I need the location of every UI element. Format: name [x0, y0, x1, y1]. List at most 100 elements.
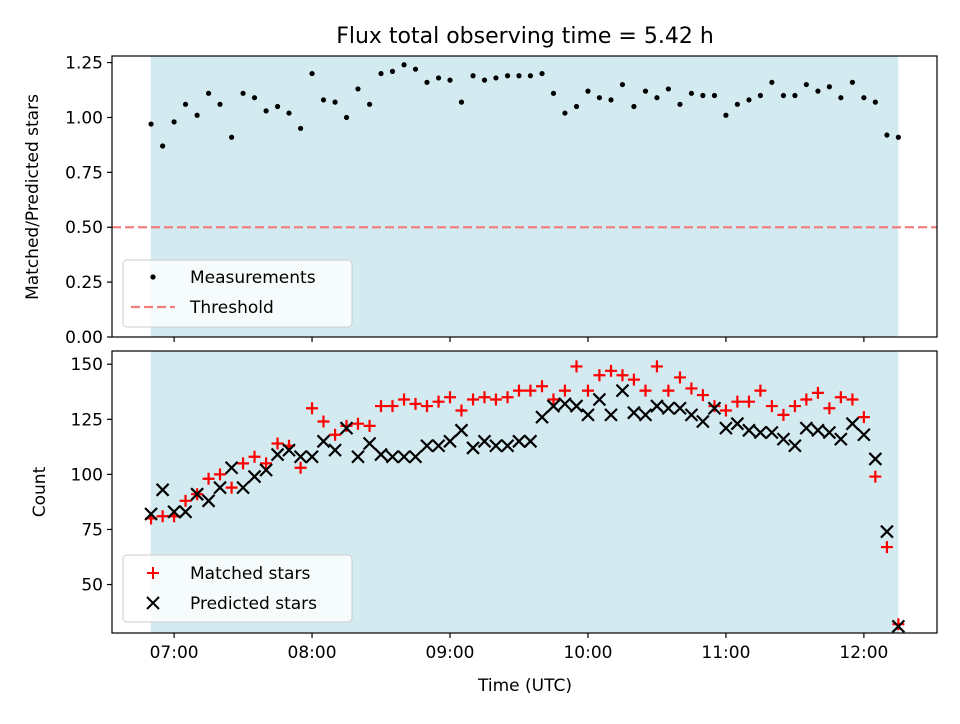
top-y-axis-label: Matched/Predicted stars [23, 94, 43, 300]
predicted-star-point [880, 524, 894, 539]
measurement-point [884, 132, 890, 138]
matched-star-point [444, 391, 457, 404]
predicted-star-point [788, 438, 802, 453]
predicted-star-point [753, 425, 768, 440]
legend-matched-marker [147, 567, 159, 579]
legend-matched-label: Matched stars [190, 564, 310, 584]
measurement-point [389, 68, 396, 74]
predicted-star-point [247, 469, 262, 484]
y-tick-label: 0.50 [65, 218, 103, 238]
matched-star-point [880, 541, 893, 554]
measurement-point [550, 90, 557, 96]
measurement-point [309, 70, 315, 77]
matched-star-point [294, 461, 307, 474]
predicted-star-point [730, 416, 745, 431]
predicted-star-point [822, 425, 837, 440]
measurement-point [355, 86, 361, 92]
predicted-star-point [201, 494, 216, 508]
measurement-point [585, 88, 591, 94]
predicted-star-point [799, 421, 814, 435]
measurement-point [803, 81, 809, 88]
x-axis-label: Time (UTC) [477, 676, 572, 696]
matched-star-point [420, 400, 433, 413]
measurement-point [343, 114, 350, 121]
measurement-point [263, 108, 269, 114]
legend-measurement-marker [150, 274, 156, 280]
predicted-star-point [581, 408, 595, 422]
measurement-point [826, 84, 832, 90]
matched-star-point [214, 468, 227, 481]
measurement-point [746, 97, 752, 103]
matched-star-point [823, 402, 836, 415]
matched-star-point [662, 384, 675, 397]
predicted-star-point [535, 410, 549, 424]
matched-star-point [685, 382, 698, 395]
measurement-point [895, 134, 901, 140]
predicted-star-point [661, 401, 676, 416]
measurement-point [562, 110, 568, 116]
predicted-star-point [512, 434, 526, 449]
predicted-star-point [144, 507, 158, 521]
predicted-star-point [719, 421, 733, 435]
measurement-point [516, 73, 522, 79]
predicted-star-point [546, 399, 561, 413]
predicted-star-point [891, 619, 906, 634]
matched-star-point [731, 395, 744, 408]
matched-star-point [536, 380, 549, 393]
chart-title: Flux total observing time = 5.42 h [336, 24, 714, 49]
measurement-point [539, 70, 545, 77]
measurement-point [401, 62, 407, 68]
measurement-point [711, 92, 718, 99]
matched-star-point [581, 384, 594, 397]
matched-star-point [800, 393, 813, 406]
predicted-star-point [742, 423, 756, 438]
matched-star-point [869, 470, 882, 483]
measurement-point [229, 134, 235, 140]
measurement-point [182, 101, 189, 107]
matched-star-point [777, 408, 790, 421]
measurement-point [148, 121, 154, 127]
measurement-point [631, 103, 637, 110]
bottom-y-axis-label: Count [30, 466, 50, 517]
predicted-star-point [638, 408, 653, 422]
measurement-point [160, 143, 166, 149]
matched-star-point [788, 400, 801, 413]
matched-star-point [432, 395, 445, 408]
measurement-point [493, 75, 499, 81]
bottom-legend: Matched stars Predicted stars [122, 554, 353, 623]
matched-star-point [375, 400, 388, 413]
predicted-star-point [707, 401, 722, 416]
top-axes-frame [111, 55, 938, 338]
matched-star-point [225, 481, 238, 494]
predicted-star-point [615, 383, 630, 398]
matched-star-point [650, 360, 663, 373]
measurement-point [194, 112, 200, 118]
measurement-point [412, 66, 419, 72]
matched-star-point [202, 472, 215, 485]
matched-star-point [673, 371, 686, 384]
measurement-point [792, 92, 798, 99]
y-tick-label: 75 [81, 520, 103, 540]
measurement-point [251, 95, 258, 101]
predicted-star-point [811, 423, 825, 438]
predicted-star-point [190, 487, 204, 501]
measurement-point [240, 90, 246, 96]
predicted-star-point [569, 399, 584, 413]
predicted-star-point [236, 480, 250, 495]
measurement-point [700, 92, 706, 99]
measurement-point [378, 70, 384, 77]
measurement-point [723, 112, 729, 118]
predicted-star-point [293, 449, 308, 464]
predicted-star-point [684, 408, 699, 422]
measurement-point [849, 79, 856, 85]
predicted-star-point [431, 438, 446, 453]
matched-star-point [524, 384, 537, 397]
measurement-point [366, 101, 373, 107]
predicted-star-point [500, 438, 515, 453]
x-tick-label: 07:00 [150, 643, 199, 663]
x-tick-label: 12:00 [839, 643, 888, 663]
matched-star-point [892, 618, 905, 631]
predicted-star-point [466, 441, 480, 455]
predicted-star-point [857, 427, 871, 442]
measurement-point [573, 103, 580, 110]
